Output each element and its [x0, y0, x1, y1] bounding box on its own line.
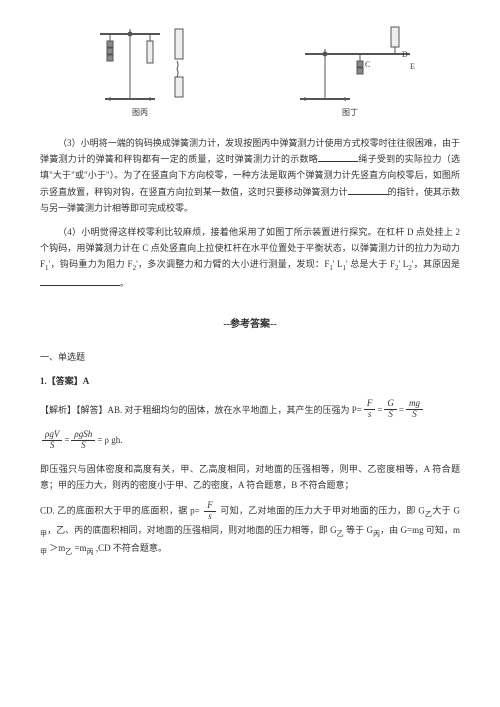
eq-2: = — [399, 402, 404, 418]
frac-F-s: F s — [364, 399, 376, 420]
analysis-line-1: 【解析】【解答】AB. 对于粗细均匀的固体，放在水平地面上，其产生的压强为 P=… — [40, 399, 460, 420]
l3-p6: ，由 G=mg 可知，m — [380, 525, 460, 535]
l3-p8: =m — [72, 543, 86, 553]
answer-1-label: 1.【答案】A — [40, 373, 460, 389]
sub-bing-2: 丙 — [87, 548, 94, 556]
question-3: （3）小明将一端的钩码换成弹簧测力计，发现按图丙中弹簧测力计使用方式校零时往往很… — [40, 135, 460, 216]
rho-gh: = ρ gh. — [97, 432, 122, 448]
apparatus-diagram-2: C D E — [280, 19, 420, 104]
sub-jia-2: 甲 — [40, 548, 47, 556]
frac-mg-S: mg S — [406, 399, 423, 420]
blank-3 — [40, 276, 120, 286]
figure-bing: 图丙 — [80, 19, 200, 120]
frac-G-S: G S — [384, 399, 397, 420]
q4-text-4: L — [334, 259, 342, 269]
sub-jia-1: 甲 — [40, 530, 47, 538]
fig-ding-label: 图丁 — [342, 106, 358, 120]
answer-header: --参考答案-- — [40, 316, 460, 334]
analysis-prefix: 【解析】【解答】AB. 对于粗细均匀的固体，放在水平地面上，其产生的压强为 P= — [40, 402, 362, 418]
q4-text-7: ，其原因是 — [413, 259, 460, 269]
frac-den-S3: S — [42, 441, 62, 451]
frac-den-S: S — [384, 410, 397, 420]
l3-p4: ，乙、丙的底面积相同，对地面的压强相同，则对地面的压力相等，即 G — [47, 525, 337, 535]
q4-text-2: ，钩码重力为阻力 F — [50, 259, 132, 269]
frac-den-S2: S — [406, 410, 423, 420]
frac-den-s2: s — [204, 512, 216, 522]
q4-text-8: 。 — [120, 278, 129, 288]
eq-1: = — [377, 402, 382, 418]
frac-rhogSh-S: ρgSh S — [71, 430, 95, 451]
section-1-heading: 一、单选题 — [40, 349, 460, 365]
l3-p5: 等于 G — [344, 525, 373, 535]
figure-ding: C D E 图丁 — [280, 19, 420, 120]
frac-den-S4: S — [71, 441, 95, 451]
svg-text:D: D — [402, 50, 408, 59]
frac-F-s-2: F s — [204, 501, 216, 522]
l3-p7: ＞m — [47, 543, 65, 553]
l3-p9: ,CD 不符合题意。 — [94, 543, 167, 553]
frac-den-s: s — [364, 410, 376, 420]
analysis-line-3: CD. 乙的底面积大于甲的底面积，据 p= F s 可知，乙对地面的压力大于甲对… — [40, 501, 460, 559]
figures-row: 图丙 C D E 图丁 — [40, 20, 460, 120]
svg-text:E: E — [410, 62, 415, 71]
fig-bing-label: 图丙 — [132, 106, 148, 120]
question-4: （4）小明觉得这样校零利比较麻烦，接着他采用了如图丁所示装置进行探究。在杠杆 D… — [40, 224, 460, 291]
l3-p2: 可知，乙对地面的压力大于甲对地面的压力，即 G — [220, 506, 424, 516]
blank-2 — [348, 185, 388, 195]
l3-p1: CD. 乙的底面积大于甲的底面积，据 p= — [40, 506, 202, 516]
eq-3: = — [64, 432, 69, 448]
analysis-line-2: 即压强只与固体密度和高度有关，甲、乙高度相同，对地面的压强相等，则甲、乙密度相等… — [40, 461, 460, 493]
sub-yi-2: 乙 — [337, 530, 344, 538]
q4-text-3: ，多次调整力和力臂的大小进行测量，发现：F — [138, 259, 330, 269]
blank-1 — [318, 152, 358, 162]
svg-text:C: C — [365, 60, 370, 69]
formula-line-2: ρgV S = ρgSh S = ρ gh. — [40, 430, 460, 451]
frac-rhogV-S: ρgV S — [42, 430, 62, 451]
sub-bing-1: 丙 — [373, 530, 380, 538]
q4-text-5: 总是大于 F — [348, 259, 395, 269]
apparatus-diagram-1 — [80, 19, 200, 104]
l3-p3: 大于 G — [432, 506, 460, 516]
